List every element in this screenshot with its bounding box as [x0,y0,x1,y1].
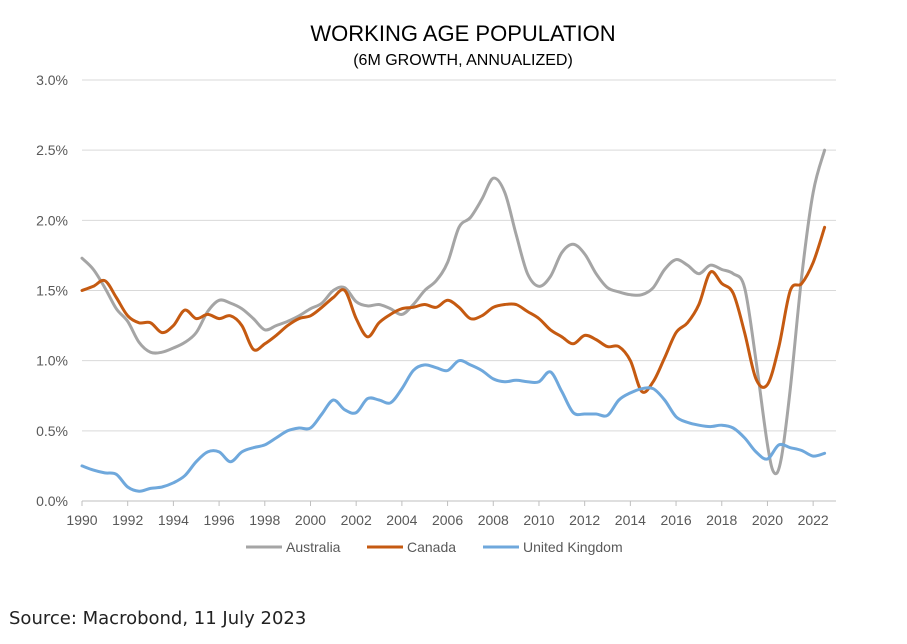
x-tick-label: 1992 [112,512,143,528]
y-tick-label: 3.0% [36,72,68,88]
series-lines [80,148,827,493]
y-tick-label: 1.0% [36,353,68,369]
x-tick-label: 2002 [341,512,372,528]
y-tick-label: 1.5% [36,283,68,299]
x-tick-label: 1998 [249,512,280,528]
chart-subtitle: (6M GROWTH, ANNUALIZED) [353,52,573,69]
x-tick-label: 2012 [569,512,600,528]
y-axis: 0.0% 0.5% 1.0% 1.5% 2.0% 2.5% 3.0% [36,72,68,509]
series-line-canada [80,225,827,394]
legend-label: United Kingdom [523,539,623,555]
x-tick-label: 1994 [158,512,189,528]
legend-label: Australia [286,539,341,555]
x-tick-label: 1990 [66,512,97,528]
x-tick-label: 2008 [478,512,509,528]
x-tick-label: 2006 [432,512,463,528]
x-tick-label: 2018 [706,512,737,528]
x-tick-label: 2004 [386,512,417,528]
y-tick-label: 0.0% [36,493,68,509]
chart-title: WORKING AGE POPULATION [310,21,615,46]
y-tick-label: 0.5% [36,423,68,439]
source-note: Source: Macrobond, 11 July 2023 [9,608,307,629]
y-tick-label: 2.5% [36,142,68,158]
x-tick-label: 2010 [523,512,554,528]
legend-label: Canada [407,539,456,555]
x-tick-label: 2000 [295,512,326,528]
x-tick-label: 2020 [752,512,783,528]
x-tick-label: 2014 [615,512,646,528]
series-line-australia [80,148,827,476]
gridlines [82,79,836,502]
series-line-united-kingdom [80,359,827,493]
x-tick-label: 2022 [798,512,829,528]
x-tick-label: 2016 [660,512,691,528]
x-tick-label: 1996 [204,512,235,528]
legend: Australia Canada United Kingdom [246,539,623,555]
x-axis: 1990 1992 1994 1996 1998 2000 2002 2004 2006 2008… [66,501,829,528]
chart: WORKING AGE POPULATION (6M GROWTH, ANNUA… [36,21,836,555]
y-tick-label: 2.0% [36,212,68,228]
